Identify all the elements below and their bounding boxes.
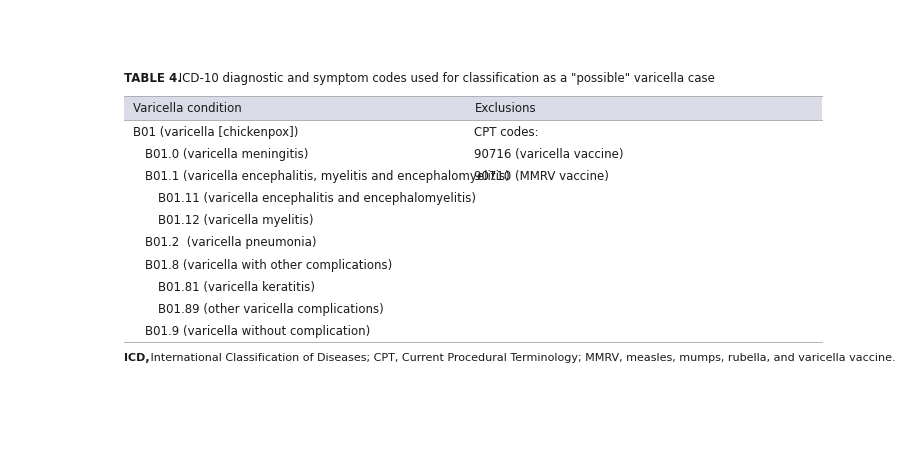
Text: B01.1 (varicella encephalitis, myelitis and encephalomyelitis): B01.1 (varicella encephalitis, myelitis … [146, 169, 510, 182]
Text: B01.2  (varicella pneumonia): B01.2 (varicella pneumonia) [146, 236, 317, 249]
Text: B01.81 (varicella keratitis): B01.81 (varicella keratitis) [159, 280, 316, 293]
Text: B01.12 (varicella myelitis): B01.12 (varicella myelitis) [159, 214, 314, 227]
Text: B01.9 (varicella without complication): B01.9 (varicella without complication) [146, 324, 371, 337]
Bar [124, 232, 822, 253]
Bar [124, 143, 822, 165]
Text: Exclusions: Exclusions [474, 102, 536, 115]
Text: 90710 (MMRV vaccine): 90710 (MMRV vaccine) [474, 169, 609, 182]
Bar [124, 253, 822, 275]
Bar [124, 298, 822, 320]
Text: B01 (varicella [chickenpox]): B01 (varicella [chickenpox]) [133, 125, 298, 138]
Bar [124, 165, 822, 187]
Bar [124, 209, 822, 232]
Text: B01.11 (varicella encephalitis and encephalomyelitis): B01.11 (varicella encephalitis and encep… [159, 192, 476, 205]
Text: B01.8 (varicella with other complications): B01.8 (varicella with other complication… [146, 258, 392, 271]
Bar [124, 275, 822, 298]
Text: ICD-10 diagnostic and symptom codes used for classification as a "possible" vari: ICD-10 diagnostic and symptom codes used… [175, 72, 715, 85]
Text: B01.0 (varicella meningitis): B01.0 (varicella meningitis) [146, 148, 309, 161]
Text: ICD,: ICD, [124, 352, 150, 363]
Text: Varicella condition: Varicella condition [133, 102, 241, 115]
Text: TABLE 4.: TABLE 4. [124, 72, 182, 85]
Bar [124, 97, 822, 121]
Text: CPT codes:: CPT codes: [474, 125, 539, 138]
Text: B01.89 (other varicella complications): B01.89 (other varicella complications) [159, 302, 384, 315]
Text: 90716 (varicella vaccine): 90716 (varicella vaccine) [474, 148, 624, 161]
Text: International Classification of Diseases; CPT, Current Procedural Terminology; M: International Classification of Diseases… [147, 352, 895, 363]
Bar [124, 121, 822, 143]
Bar [124, 320, 822, 342]
Bar [124, 187, 822, 209]
